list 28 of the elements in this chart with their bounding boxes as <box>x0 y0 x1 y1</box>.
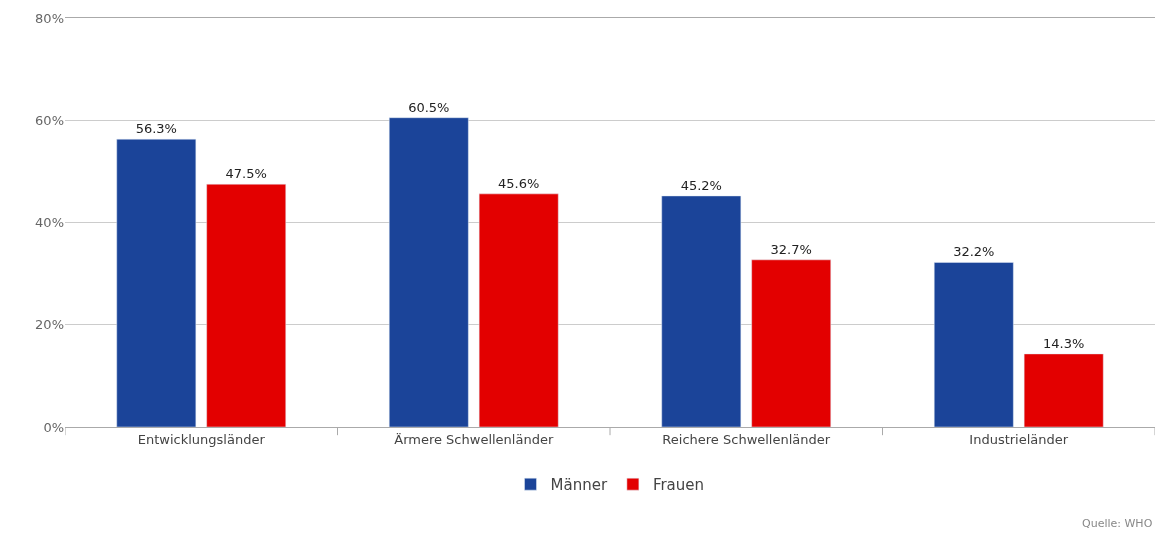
y-tick-label: 80% <box>35 10 64 26</box>
bar <box>116 138 197 427</box>
x-tick-label: Ärmere Schwellenländer <box>394 431 554 447</box>
data-label: 32.2% <box>953 244 995 260</box>
y-tick-label: 60% <box>35 112 64 128</box>
bar <box>933 262 1014 427</box>
bar <box>751 259 832 427</box>
source-note: Quelle: WHO <box>1082 517 1153 530</box>
x-tick-label: Industrieländer <box>969 431 1069 447</box>
data-label: 45.6% <box>498 175 540 191</box>
y-tick-label: 0% <box>43 419 64 435</box>
data-label: 14.3% <box>1043 335 1085 351</box>
y-tick-label: 40% <box>35 215 64 231</box>
data-label: 60.5% <box>408 99 450 115</box>
bar <box>661 195 742 427</box>
legend-label: Männer <box>550 476 608 494</box>
bar <box>388 117 469 427</box>
y-tick-label: 20% <box>35 317 64 333</box>
bar <box>478 193 559 427</box>
data-label: 56.3% <box>135 121 177 137</box>
x-tick-label: Entwicklungsländer <box>137 431 266 447</box>
x-tick-label: Reichere Schwellenländer <box>662 431 831 447</box>
bar <box>206 183 287 427</box>
legend-label: Frauen <box>652 476 705 494</box>
bar <box>1023 353 1104 427</box>
data-label: 47.5% <box>225 166 267 182</box>
data-label: 32.7% <box>770 241 812 257</box>
data-label: 45.2% <box>680 177 722 193</box>
